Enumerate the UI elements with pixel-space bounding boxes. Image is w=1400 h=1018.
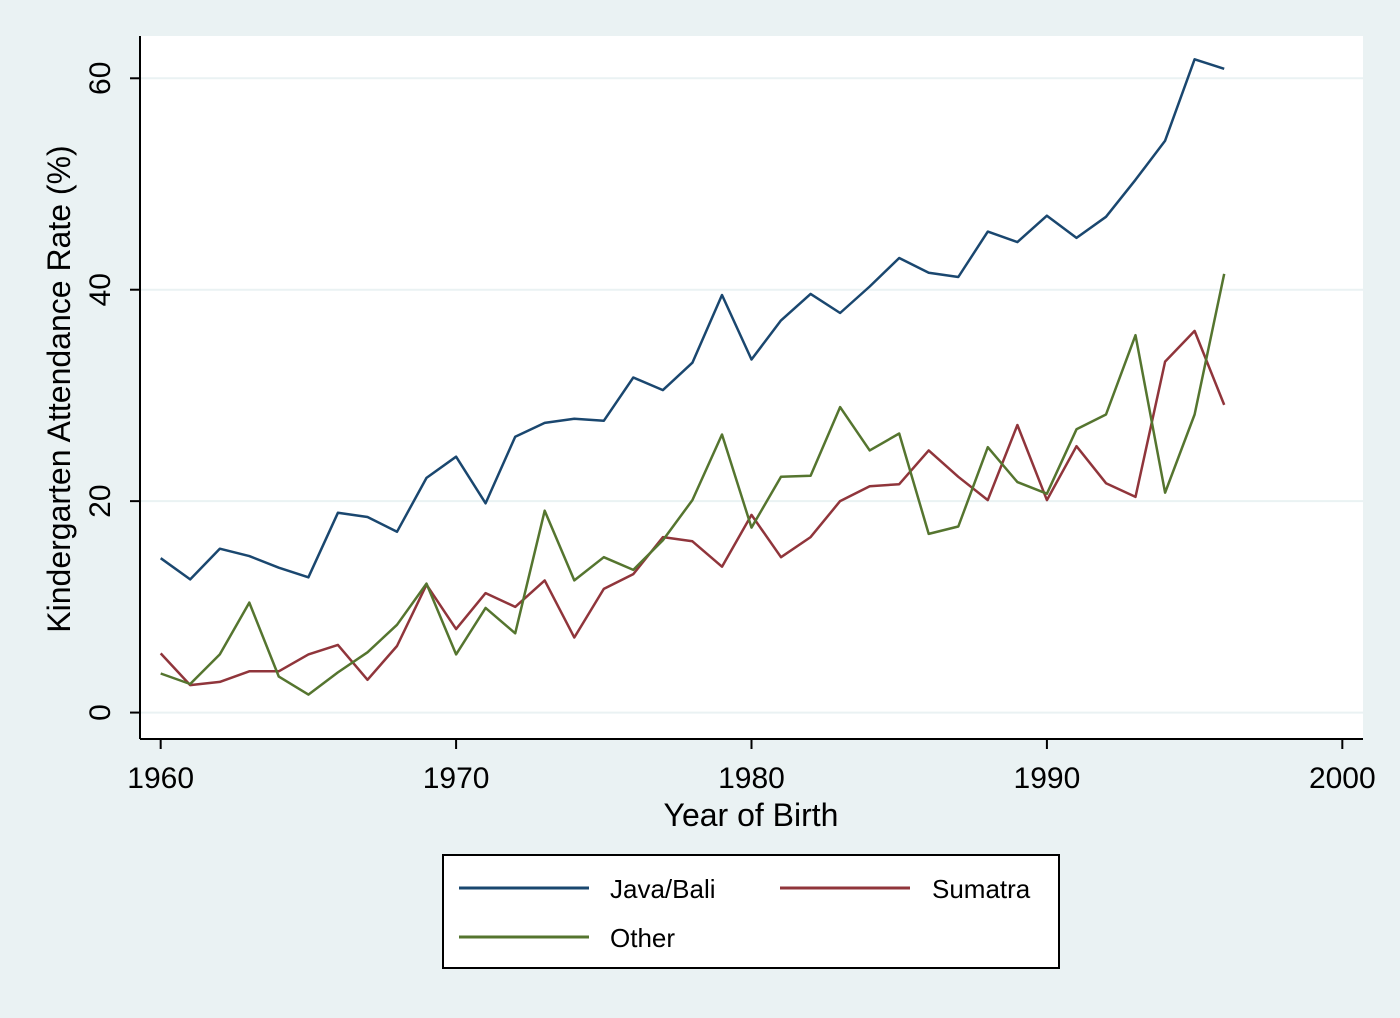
legend-label-other: Other xyxy=(610,923,675,953)
plot-area xyxy=(140,36,1363,739)
legend-label-java-bali: Java/Bali xyxy=(610,874,716,904)
x-tick-label: 1970 xyxy=(423,762,490,795)
series-lines xyxy=(159,58,1226,696)
y-tick-label: 40 xyxy=(84,273,117,306)
x-tick-label: 1960 xyxy=(127,762,194,795)
series-line-sumatra xyxy=(159,329,1226,687)
ticks: 0 20 40 60 1960 1970 1980 1990 2000 xyxy=(84,62,1376,795)
y-tick-label: 0 xyxy=(84,704,117,721)
legend-label-sumatra: Sumatra xyxy=(932,874,1031,904)
x-tick-label: 1990 xyxy=(1014,762,1081,795)
x-tick-label: 1980 xyxy=(718,762,785,795)
x-tick-label: 2000 xyxy=(1309,762,1376,795)
gridlines xyxy=(140,77,1363,714)
legend: Java/Bali Sumatra Other xyxy=(442,854,1060,969)
series-line-other xyxy=(160,273,1226,696)
y-axis-title: Kindergarten Attendance Rate (%) xyxy=(41,145,77,632)
series-line-java-bali xyxy=(159,58,1225,581)
y-tick-label: 20 xyxy=(84,484,117,517)
x-axis-title: Year of Birth xyxy=(664,797,839,833)
legend-box xyxy=(442,854,1060,969)
y-tick-label: 60 xyxy=(84,62,117,95)
